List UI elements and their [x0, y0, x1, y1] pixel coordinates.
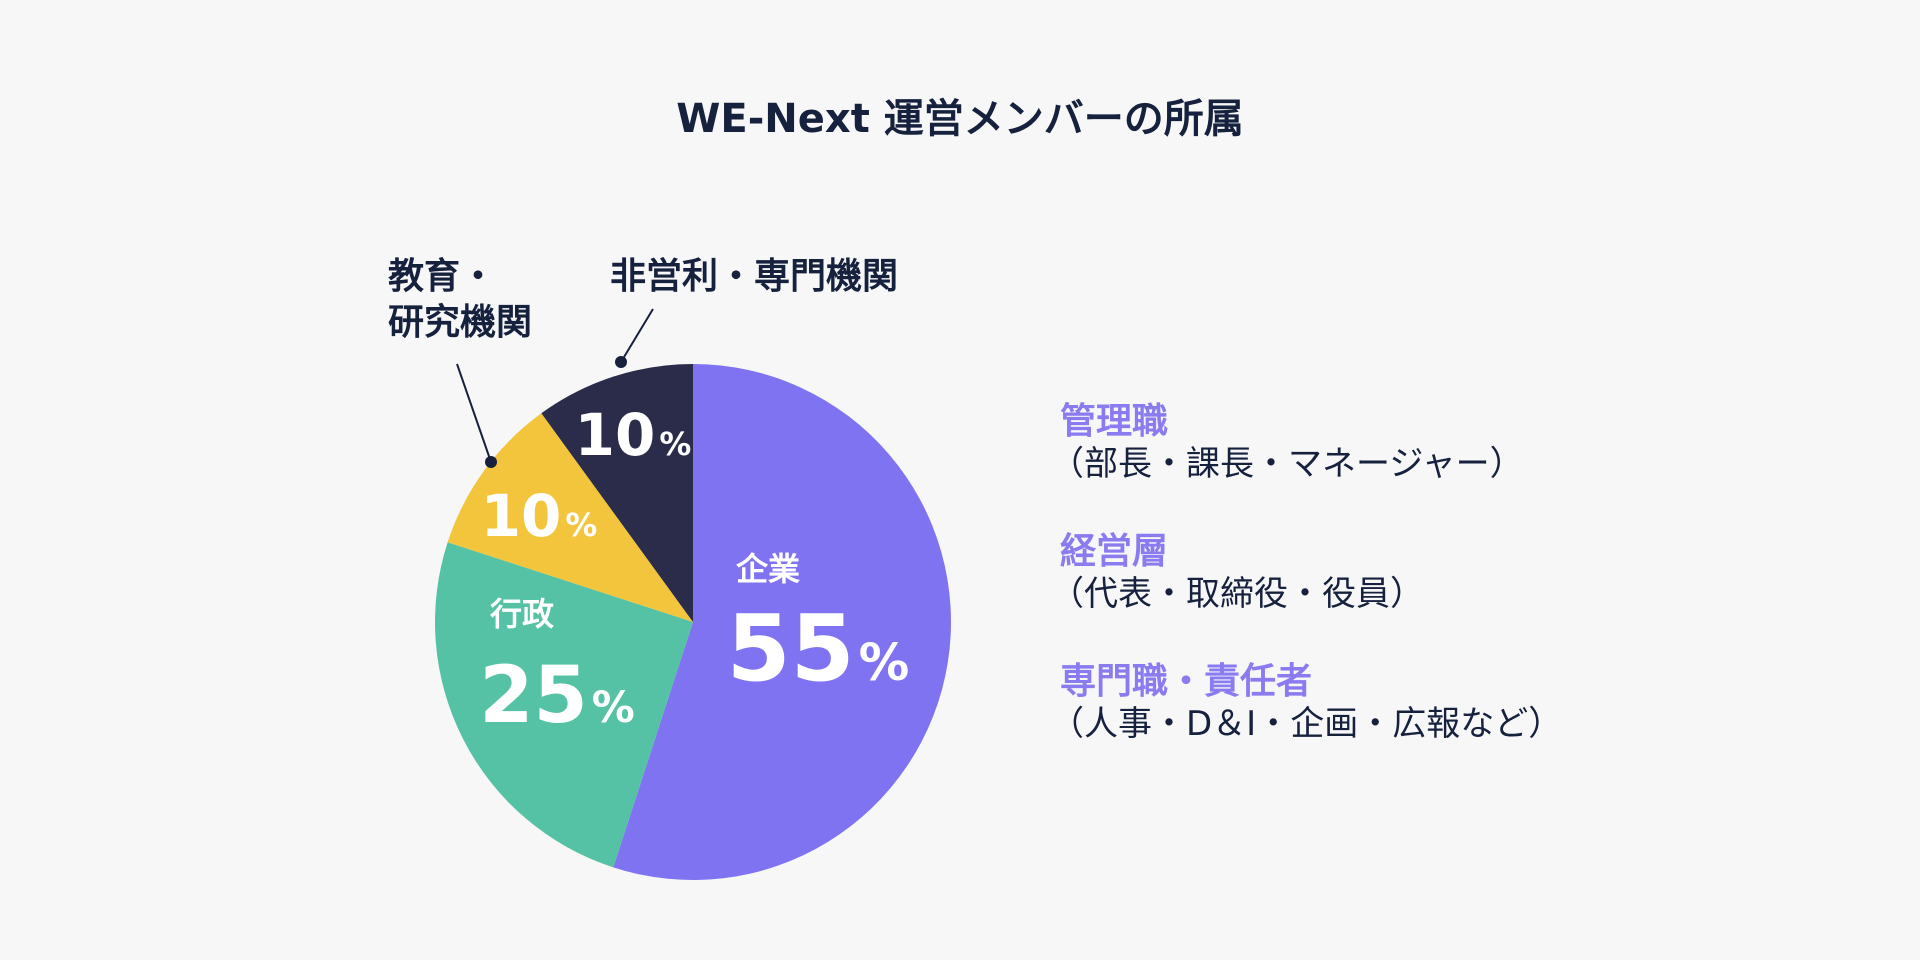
category-label: 教育・ 研究機関 [388, 256, 533, 343]
note-detail: （人事・D＆I・企画・広報など） [1050, 704, 1563, 744]
note-title: 管理職 [1060, 401, 1169, 442]
value-label: 10% [481, 482, 598, 550]
value-label: 55% [727, 595, 910, 702]
leader-dot [615, 356, 627, 368]
pie-slice [613, 364, 951, 880]
leader-line [456, 363, 492, 463]
chart-title: WE-Next 運営メンバーの所属 [676, 96, 1244, 142]
pie-slice [435, 542, 693, 868]
category-label: 非営利・専門機関 [610, 256, 899, 297]
note-title: 専門職・責任者 [1060, 661, 1313, 702]
category-label: 行政 [490, 595, 554, 633]
note-title: 経営層 [1060, 531, 1169, 572]
pie-slice [447, 413, 693, 622]
pie-slice [541, 364, 693, 622]
value-label: 25% [479, 651, 635, 741]
note-detail: （代表・取締役・役員） [1050, 574, 1424, 614]
leader-dot [485, 456, 497, 468]
note-detail: （部長・課長・マネージャー） [1050, 444, 1524, 484]
value-label: 10% [575, 401, 692, 469]
leader-line [620, 308, 654, 363]
category-label: 企業 [736, 550, 800, 588]
